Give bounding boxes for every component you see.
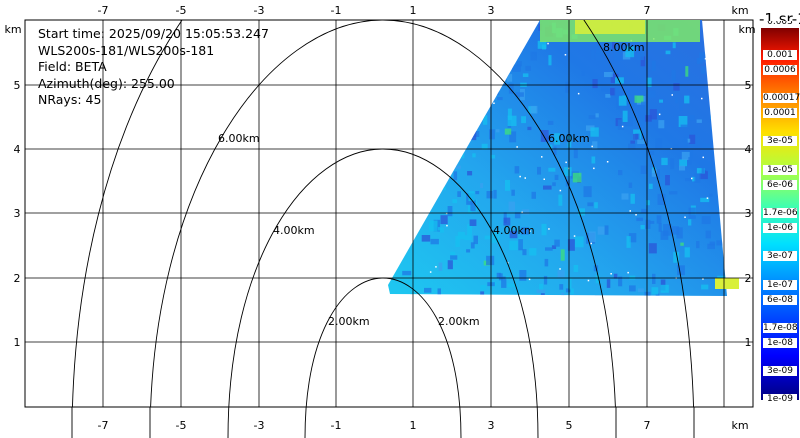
colorbar-tick: 3e-09 <box>763 366 797 376</box>
x-tick-bottom: 1 <box>410 419 417 432</box>
colorbar-tick: 1e-09 <box>763 394 797 404</box>
scan-info: Start time: 2025/09/20 15:05:53.247 WLS2… <box>38 26 269 109</box>
y-unit-right: km <box>738 23 755 36</box>
y-tick-left: 4 <box>14 143 21 156</box>
range-ring-4km <box>227 148 539 438</box>
colorbar-tick: 1.7e-06 <box>763 208 798 218</box>
y-tick-left: 1 <box>14 336 21 349</box>
field-name: Field: BETA <box>38 59 107 74</box>
y-ticks-right: km 5 4 3 2 1 <box>738 23 755 349</box>
colorbar-tick-top-partial: 0.003 <box>763 21 797 27</box>
range-ring-6km <box>150 20 616 407</box>
ring-label-4km-right: 4.00km <box>493 224 535 237</box>
x-tick-top: 5 <box>566 4 573 17</box>
x-tick-bottom: 5 <box>566 419 573 432</box>
y-tick-right: 3 <box>745 207 752 220</box>
ray-count: NRays: 45 <box>38 92 102 107</box>
azimuth-value: Azimuth(deg): 255.00 <box>38 75 175 91</box>
instrument-name: WLS200s-181/WLS200s-181 <box>38 42 215 58</box>
range-ring-8km <box>72 20 694 407</box>
x-tick-top: -7 <box>98 4 109 17</box>
x-tick-bottom: 7 <box>644 419 651 432</box>
x-tick-top: -1 <box>331 4 342 17</box>
y-ticks-left: km 5 4 3 2 1 <box>4 23 21 349</box>
x-tick-top: -5 <box>176 4 187 17</box>
colorbar-tick: 0.0001 <box>763 108 797 118</box>
colorbar-tick: 1e-06 <box>763 223 797 233</box>
ring-label-2km-left: 2.00km <box>328 315 370 328</box>
y-tick-right: 2 <box>745 272 752 285</box>
colorbar-tick: 1e-05 <box>763 165 797 175</box>
x-tick-bottom: -7 <box>98 419 109 432</box>
wedge-peak-core <box>575 20 645 34</box>
colorbar-tick: 1.7e-08 <box>763 323 798 333</box>
range-ring-8km-outside <box>71 407 695 438</box>
y-tick-left: 5 <box>14 79 21 92</box>
range-rings <box>71 20 695 438</box>
y-tick-left: 2 <box>14 272 21 285</box>
colorbar-tick: 1e-07 <box>763 280 797 290</box>
x-ticks-bottom: -7 -5 -3 -1 1 3 5 7 km <box>98 419 749 432</box>
y-tick-left: 3 <box>14 207 21 220</box>
range-ring-2km <box>304 277 462 438</box>
ring-label-6km-right: 6.00km <box>548 132 590 145</box>
ring-label-2km-right: 2.00km <box>438 315 480 328</box>
ring-label-6km-left: 6.00km <box>218 132 260 145</box>
colorbar-tick: 6e-08 <box>763 295 797 305</box>
wedge-edge-hotspot <box>715 278 739 289</box>
colorbar-tick: 6e-06 <box>763 180 797 190</box>
y-unit-left: km <box>4 23 21 36</box>
start-time: Start time: 2025/09/20 15:05:53.247 <box>38 26 269 41</box>
x-tick-top: -3 <box>254 4 265 17</box>
colorbar-tick: 3e-05 <box>763 136 797 146</box>
ring-label-4km-left: 4.00km <box>273 224 315 237</box>
x-ticks-top: -7 -5 -3 -1 1 3 5 7 km <box>98 4 749 17</box>
x-tick-top: 3 <box>488 4 495 17</box>
y-tick-right: 1 <box>745 336 752 349</box>
colorbar-tick: 0.0006 <box>763 65 797 75</box>
x-tick-bottom: -1 <box>331 419 342 432</box>
x-unit-bottom: km <box>731 419 748 432</box>
range-ring-6km-outside <box>149 407 617 438</box>
y-tick-right: 4 <box>745 143 752 156</box>
x-tick-top: 1 <box>410 4 417 17</box>
x-tick-top: 7 <box>644 4 651 17</box>
colorbar-tick: 0.00017 <box>763 93 800 103</box>
x-tick-bottom: -3 <box>254 419 265 432</box>
x-tick-bottom: -5 <box>176 419 187 432</box>
x-unit-top: km <box>731 4 748 17</box>
colorbar-tick: 3e-07 <box>763 251 797 261</box>
x-tick-bottom: 3 <box>488 419 495 432</box>
y-tick-right: 5 <box>745 79 752 92</box>
colorbar-tick: 1e-08 <box>763 338 797 348</box>
colorbar-tick: 0.001 <box>763 50 797 60</box>
ring-label-8km-right: 8.00km <box>603 41 645 54</box>
